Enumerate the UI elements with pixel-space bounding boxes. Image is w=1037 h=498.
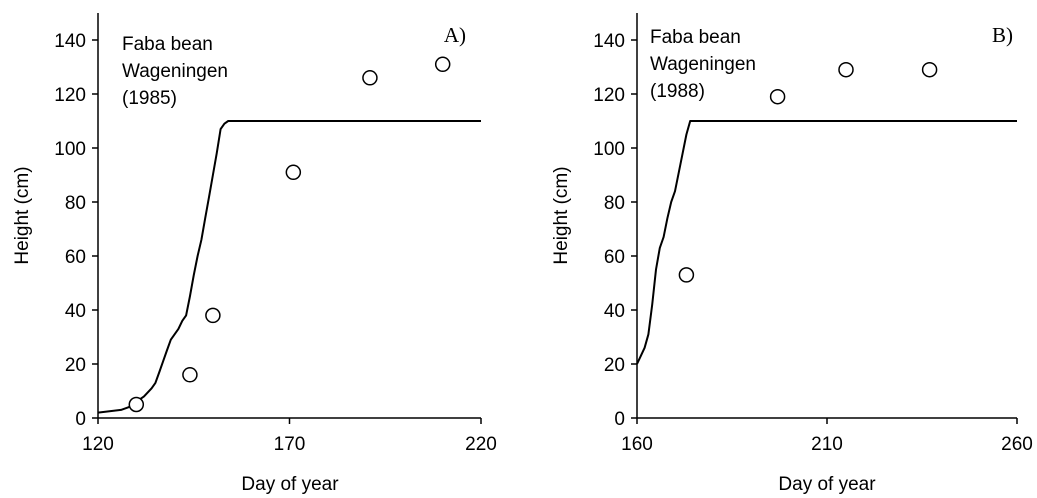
panel-a-observed-point [205, 307, 221, 324]
panel-a: 0 20 40 60 80 100 120 140 120 170 220 Day of year He… [12, 13, 497, 495]
panel-a-y-tick-label: 60 [65, 247, 86, 268]
panel-a-y-axis-title: Height (cm) [12, 166, 33, 264]
panel-a-observed-point [434, 56, 451, 73]
panel-b-observed-point [838, 61, 854, 78]
panel-b-annotation-line: Wageningen [650, 54, 756, 75]
panel-a-y-tick-label: 140 [54, 31, 86, 52]
panel-b-x-tick-label: 160 [621, 434, 653, 455]
panel-b-y-tick-label: 0 [614, 409, 625, 430]
panel-b-observed-point [921, 61, 938, 78]
panel-b-simulated-line [636, 120, 1017, 365]
panel-b-x-tick-label: 260 [1001, 434, 1033, 455]
panel-a-annotation-line: Faba bean [122, 34, 213, 55]
panel-a-simulated-line [97, 120, 481, 414]
panel-a-x-tick-label: 220 [465, 434, 497, 455]
panel-a-annotation-line: Wageningen [122, 61, 228, 82]
panel-a-x-tick-label: 120 [82, 434, 114, 455]
panel-a-observed-point [128, 396, 145, 413]
panel-a-x-axis-title: Day of year [241, 474, 339, 495]
panel-b-annotation-line: Faba bean [650, 27, 741, 48]
panel-a-x-tick-label: 170 [274, 434, 306, 455]
panel-a-y-tick-label: 0 [75, 409, 86, 430]
panel-a-y-tick-label: 100 [54, 139, 86, 160]
panel-b-y-tick-label: 100 [593, 139, 625, 160]
panel-a-panel-label: A) [444, 23, 466, 47]
panel-a-y-tick-label: 120 [54, 85, 86, 106]
panel-a-y-tick-label: 80 [65, 193, 86, 214]
panel-b-annotation-line: (1988) [650, 81, 705, 102]
panel-a-y-tick-label: 20 [65, 355, 86, 376]
panel-b-y-tick-label: 40 [604, 301, 625, 322]
panel-a-annotation-line: (1985) [122, 88, 177, 109]
panel-a-observed-point [285, 164, 302, 181]
panel-b-y-tick-label: 140 [593, 31, 625, 52]
panel-b-y-tick-label: 20 [604, 355, 625, 376]
panel-b-observed-point [769, 88, 786, 105]
panel-a-observed-point [182, 367, 198, 383]
panel-a-y-tick-label: 40 [65, 301, 86, 322]
panel-b: 0 20 40 60 80 100 120 140 160 210 260 Day of year He… [551, 13, 1033, 495]
panel-b-y-tick-label: 80 [604, 193, 625, 214]
panel-b-observed-point [678, 267, 695, 283]
panel-b-y-tick-label: 120 [593, 85, 625, 106]
panel-b-y-axis-title: Height (cm) [551, 166, 572, 264]
panel-b-x-axis-title: Day of year [778, 474, 876, 495]
panel-a-observed-point [362, 70, 378, 86]
panel-b-x-tick-label: 210 [811, 434, 843, 455]
panel-b-y-tick-label: 60 [604, 247, 625, 268]
panel-b-panel-label: B) [992, 23, 1013, 47]
